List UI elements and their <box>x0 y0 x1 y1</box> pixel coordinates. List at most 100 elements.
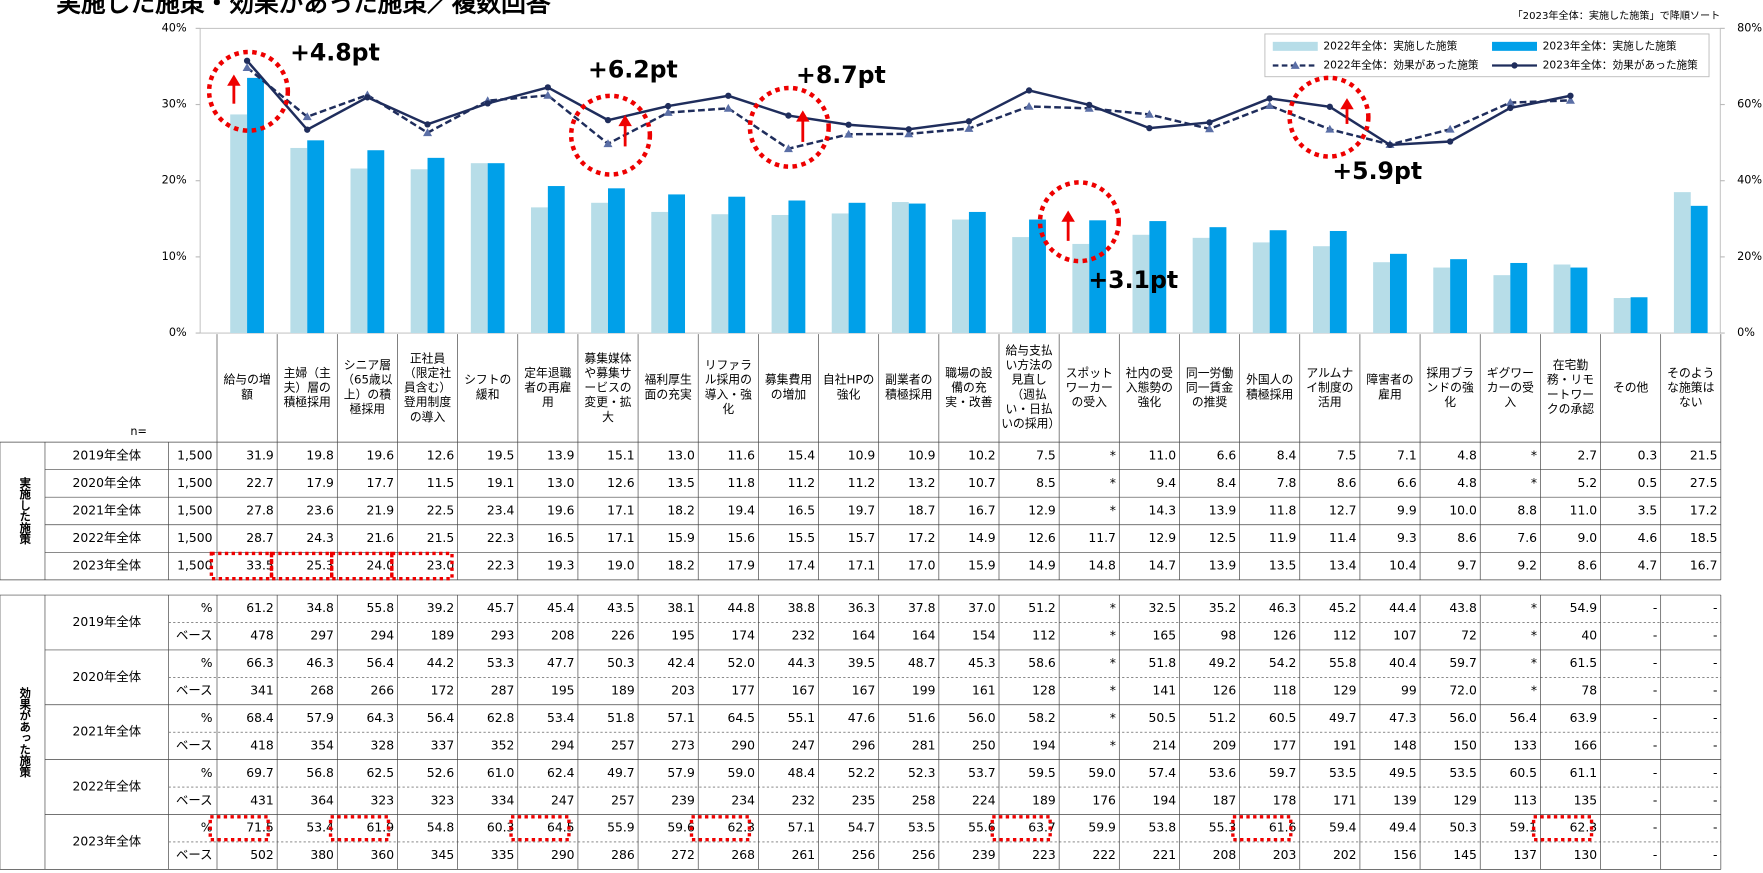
cell: 129 <box>1333 684 1357 698</box>
cell: 19.4 <box>727 503 755 517</box>
cell: 8.6 <box>1578 559 1598 573</box>
highlight-circle <box>1037 180 1121 264</box>
cell: 478 <box>250 629 274 643</box>
category-label: その他 <box>1612 380 1649 395</box>
row-year: 2019年全体 <box>73 447 142 462</box>
y2-tick-label: 0% <box>1737 326 1755 339</box>
cell: 19.7 <box>848 503 876 517</box>
cell: 177 <box>731 684 755 698</box>
bar <box>1209 227 1227 334</box>
cell: 53.8 <box>1149 821 1177 835</box>
cell: 208 <box>1213 848 1237 862</box>
category-label-box: 職場の設備の充実・改善 <box>945 366 992 409</box>
cell: 61.1 <box>1570 766 1598 780</box>
cell: - <box>1713 766 1717 780</box>
row-kind: ベース <box>176 738 212 752</box>
highlight-box <box>1231 815 1293 842</box>
row-kind: ベース <box>176 793 212 807</box>
marker <box>424 121 431 128</box>
cell: - <box>1653 848 1657 862</box>
bar <box>427 157 445 334</box>
cell: 17.1 <box>607 531 635 545</box>
cell: 257 <box>611 738 635 752</box>
category-label-box: そのような施策はない <box>1667 366 1714 409</box>
cell: 10.0 <box>1449 503 1477 517</box>
cell: - <box>1713 601 1717 615</box>
cell: 53.4 <box>306 821 334 835</box>
cell: 55.6 <box>968 821 996 835</box>
category-label-box: 定年退職者の再雇用 <box>524 366 571 409</box>
marker <box>1024 101 1034 110</box>
marker <box>1146 124 1153 132</box>
cell: 69.7 <box>246 766 274 780</box>
cell: 15.1 <box>607 448 635 462</box>
cell: 7.6 <box>1517 531 1537 545</box>
category-label-box: 福利厚生面の充実 <box>645 374 692 402</box>
cell: 55.8 <box>1329 656 1357 670</box>
cell: 177 <box>1273 738 1297 752</box>
marker <box>1505 98 1515 107</box>
bar <box>1433 267 1451 334</box>
cell: - <box>1713 738 1717 752</box>
cell: 297 <box>310 629 334 643</box>
cell: - <box>1713 629 1717 643</box>
marker <box>423 128 433 137</box>
cell: 19.8 <box>306 448 334 462</box>
marker <box>785 112 792 119</box>
cell: 380 <box>310 848 334 862</box>
highlight-box <box>390 551 454 581</box>
highlight-circle <box>206 49 291 133</box>
cell: 223 <box>1032 848 1056 862</box>
marker <box>543 90 553 99</box>
highlight-circle <box>747 85 831 169</box>
bar <box>1510 262 1528 334</box>
cell: 7.5 <box>1036 448 1056 462</box>
cell: 281 <box>912 738 936 752</box>
cell: 64.5 <box>547 821 575 835</box>
category-label: 社内の受入態勢の強化 <box>1125 366 1173 409</box>
cell: 58.6 <box>1028 656 1056 670</box>
cell: 431 <box>250 793 274 807</box>
cell: 8.6 <box>1337 476 1357 490</box>
bar <box>1252 242 1270 334</box>
cell: 63.9 <box>1570 711 1598 725</box>
cell: 17.7 <box>367 476 395 490</box>
cell: 53.5 <box>1449 766 1477 780</box>
cell: 10.7 <box>968 476 996 490</box>
category-label: 在宅勤務・リモートワークの承認 <box>1546 358 1595 417</box>
cell: 364 <box>310 793 334 807</box>
y2-tick-label: 60% <box>1737 98 1762 111</box>
row-kind: % <box>201 821 213 835</box>
cell: 14.7 <box>1149 559 1177 573</box>
cell: 202 <box>1333 848 1357 862</box>
cell: - <box>1713 684 1717 698</box>
bar <box>1192 237 1210 334</box>
bar <box>1690 205 1708 334</box>
cell: 19.6 <box>367 448 395 462</box>
bar <box>1312 246 1330 334</box>
bar <box>1493 275 1511 334</box>
cell: 148 <box>1393 738 1417 752</box>
category-label: 自社HPの強化 <box>822 373 875 402</box>
cell: 126 <box>1273 629 1297 643</box>
cell: 172 <box>431 684 455 698</box>
annotation: +4.8pt <box>290 39 380 67</box>
cell: 64.5 <box>727 711 755 725</box>
cell: 21.9 <box>367 503 395 517</box>
cell: 51.6 <box>908 711 936 725</box>
cell: 39.2 <box>427 601 455 615</box>
cell: 49.2 <box>1209 656 1237 670</box>
cell: 10.9 <box>908 448 936 462</box>
cell: 48.4 <box>788 766 816 780</box>
cell: 47.7 <box>547 656 575 670</box>
cell: 24.3 <box>306 531 334 545</box>
row-kind: ベース <box>176 684 212 698</box>
row-year: 2021年全体 <box>73 502 142 517</box>
cell: 54.9 <box>1570 601 1598 615</box>
category-label: 採用ブランドの強化 <box>1426 366 1474 409</box>
cell: 19.5 <box>487 448 515 462</box>
cell: - <box>1653 629 1657 643</box>
cell: 64.3 <box>367 711 395 725</box>
cell: 194 <box>1032 738 1056 752</box>
cell: 194 <box>1152 793 1176 807</box>
